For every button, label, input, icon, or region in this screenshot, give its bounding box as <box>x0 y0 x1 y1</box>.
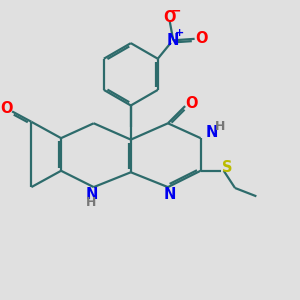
Text: H: H <box>86 196 97 209</box>
Text: N: N <box>164 187 176 202</box>
Text: N: N <box>85 187 98 202</box>
Text: +: + <box>175 28 184 38</box>
Text: O: O <box>0 101 12 116</box>
Text: H: H <box>215 120 225 133</box>
Text: S: S <box>222 160 232 175</box>
Text: O: O <box>195 31 207 46</box>
Text: N: N <box>167 33 179 48</box>
Text: −: − <box>171 4 181 17</box>
Text: O: O <box>185 96 197 111</box>
Text: O: O <box>164 10 176 25</box>
Text: N: N <box>206 125 218 140</box>
